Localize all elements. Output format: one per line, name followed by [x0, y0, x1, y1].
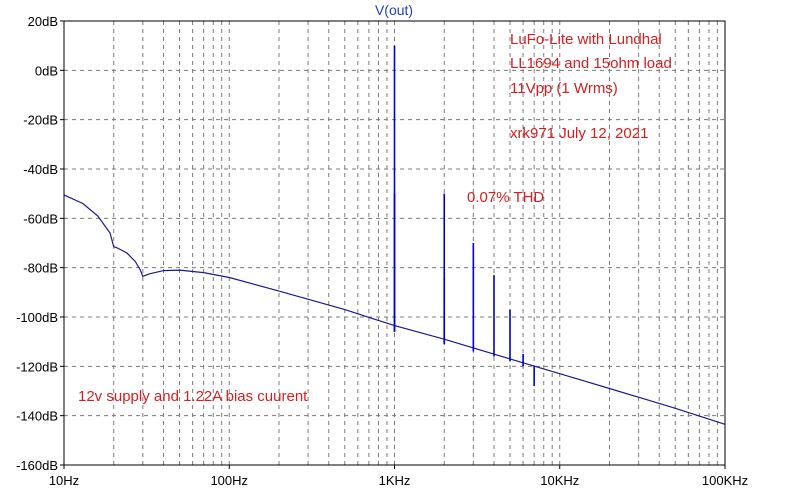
annotation-text: LuFo-Lite with Lundhal: [510, 31, 662, 48]
annotation-text: 12v supply and 1.22A bias cuurent: [78, 388, 308, 405]
plot-frame: [63, 20, 726, 466]
y-tick-label: -160dB: [16, 458, 58, 473]
annotation-text: 0.07% THD: [467, 189, 544, 206]
y-tick-label: 20dB: [28, 14, 58, 29]
y-tick-label: -120dB: [16, 359, 58, 374]
chart-title: V(out): [375, 2, 413, 18]
y-tick-label: -60dB: [23, 211, 58, 226]
annotation-text: 11Vpp (1 Wrms): [510, 80, 618, 97]
y-tick-label: -100dB: [16, 310, 58, 325]
x-tick-label: 10KHz: [540, 473, 579, 488]
y-tick-label: 0dB: [35, 63, 58, 78]
y-tick-label: -20dB: [23, 113, 58, 128]
x-tick-label: 1KHz: [379, 473, 411, 488]
y-tick-label: -140dB: [16, 409, 58, 424]
annotations-layer: LuFo-Lite with Lundhal LL1694 and 15ohm l…: [78, 31, 672, 405]
y-tick-label: -40dB: [23, 162, 58, 177]
y-tick-label: -80dB: [23, 261, 58, 276]
series-layer: [63, 45, 726, 425]
x-axis-ticks: 10Hz 100Hz 1KHz 10KHz 100KHz: [49, 465, 748, 488]
annotation-text: xrk971 July 12, 2021: [510, 125, 648, 142]
x-tick-label: 100KHz: [702, 473, 748, 488]
annotation-text: LL1694 and 15ohm load: [510, 55, 672, 72]
x-tick-label: 10Hz: [49, 473, 79, 488]
noise-floor-line: [63, 194, 726, 425]
y-axis-ticks: 20dB 0dB -20dB -40dB -60dB -80dB -100dB -120dB -…: [16, 14, 64, 473]
x-tick-label: 100Hz: [210, 473, 248, 488]
